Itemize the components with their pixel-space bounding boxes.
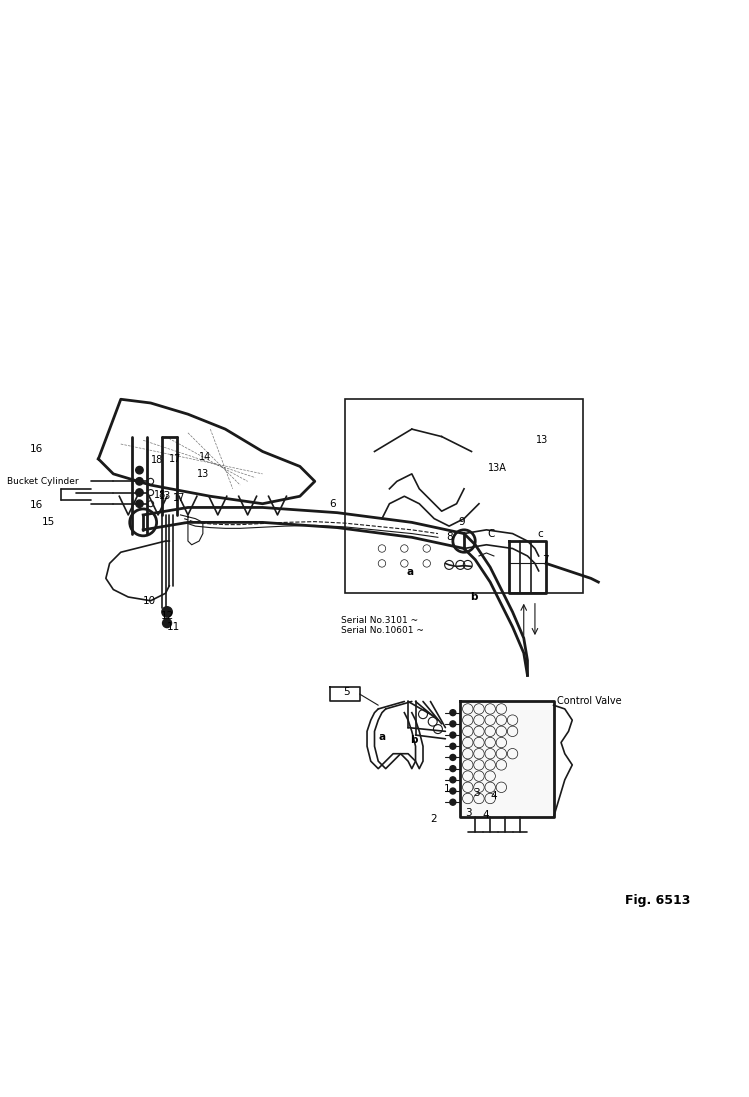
Text: b: b [410, 735, 418, 745]
Circle shape [450, 766, 456, 771]
Text: 13: 13 [160, 491, 172, 501]
Text: 12: 12 [161, 611, 175, 621]
Text: b: b [470, 592, 478, 602]
Text: 13: 13 [536, 436, 549, 445]
Text: 3: 3 [473, 789, 479, 799]
Text: 2: 2 [431, 814, 437, 824]
Circle shape [450, 710, 456, 715]
Text: C: C [487, 529, 494, 539]
Text: 15: 15 [42, 518, 55, 528]
Text: 4: 4 [490, 791, 497, 801]
Bar [345, 399, 583, 593]
Text: 17: 17 [169, 454, 182, 464]
Text: 10: 10 [143, 596, 157, 606]
Text: 16: 16 [30, 443, 43, 453]
Text: 13A: 13A [488, 463, 507, 473]
Circle shape [136, 500, 143, 508]
Circle shape [163, 619, 172, 627]
Circle shape [450, 755, 456, 760]
Text: a: a [407, 567, 413, 577]
Circle shape [450, 721, 456, 727]
Text: 6: 6 [330, 499, 336, 509]
Text: Fig. 6513: Fig. 6513 [625, 894, 691, 907]
Circle shape [450, 744, 456, 749]
Circle shape [136, 489, 143, 496]
Text: 4: 4 [482, 810, 489, 819]
Text: 17: 17 [173, 493, 186, 502]
Circle shape [162, 607, 172, 618]
Circle shape [450, 800, 456, 805]
Text: a: a [378, 732, 385, 742]
Circle shape [136, 477, 143, 485]
Text: c: c [537, 529, 543, 539]
Text: 8: 8 [446, 532, 452, 542]
Circle shape [450, 732, 456, 738]
Text: Bucket Cylinder: Bucket Cylinder [7, 477, 79, 486]
Circle shape [450, 777, 456, 783]
Circle shape [136, 466, 143, 474]
Text: 9: 9 [458, 518, 464, 528]
Text: 14: 14 [199, 452, 211, 463]
Text: 11: 11 [167, 622, 181, 632]
Circle shape [450, 788, 456, 794]
Text: 16: 16 [30, 500, 43, 510]
Text: 5: 5 [343, 687, 350, 697]
Text: 13: 13 [197, 468, 209, 479]
Text: 1: 1 [444, 783, 451, 794]
Text: 18: 18 [151, 455, 163, 465]
Text: Control Valve: Control Valve [557, 697, 622, 706]
Text: 18: 18 [154, 489, 166, 500]
Text: Serial No.3101 ~
Serial No.10601 ~: Serial No.3101 ~ Serial No.10601 ~ [341, 615, 424, 635]
Text: 7: 7 [542, 555, 549, 565]
Text: 3: 3 [466, 808, 472, 818]
